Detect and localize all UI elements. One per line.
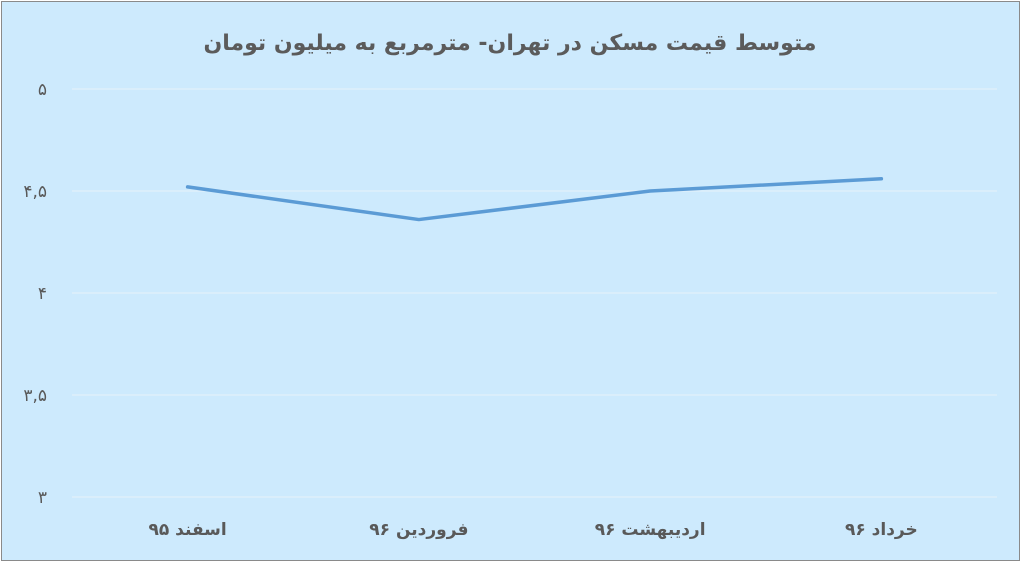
x-category-label: خرداد ۹۶ xyxy=(845,520,918,540)
y-tick-label: ۳ xyxy=(38,488,47,508)
x-category-label: فروردین ۹۶ xyxy=(369,520,468,540)
x-category-label: اردیبهشت ۹۶ xyxy=(595,520,706,540)
series-line xyxy=(185,177,884,222)
chart-title: متوسط قیمت مسکن در تهران- مترمربع به میل… xyxy=(203,31,816,56)
y-tick-label: ۳,۵ xyxy=(23,386,47,406)
y-axis-tick-labels: ۵ ۴,۵ ۴ ۳,۵ ۳ xyxy=(23,80,47,508)
y-tick-label: ۴,۵ xyxy=(23,182,47,202)
y-tick-label: ۵ xyxy=(38,80,47,100)
gridlines xyxy=(72,88,997,498)
y-tick-label: ۴ xyxy=(38,284,47,304)
x-category-label: اسفند ۹۵ xyxy=(149,520,227,540)
series-lines xyxy=(185,177,884,222)
x-axis-category-labels: اسفند ۹۵ فروردین ۹۶ اردیبهشت ۹۶ خرداد ۹۶ xyxy=(149,520,918,540)
